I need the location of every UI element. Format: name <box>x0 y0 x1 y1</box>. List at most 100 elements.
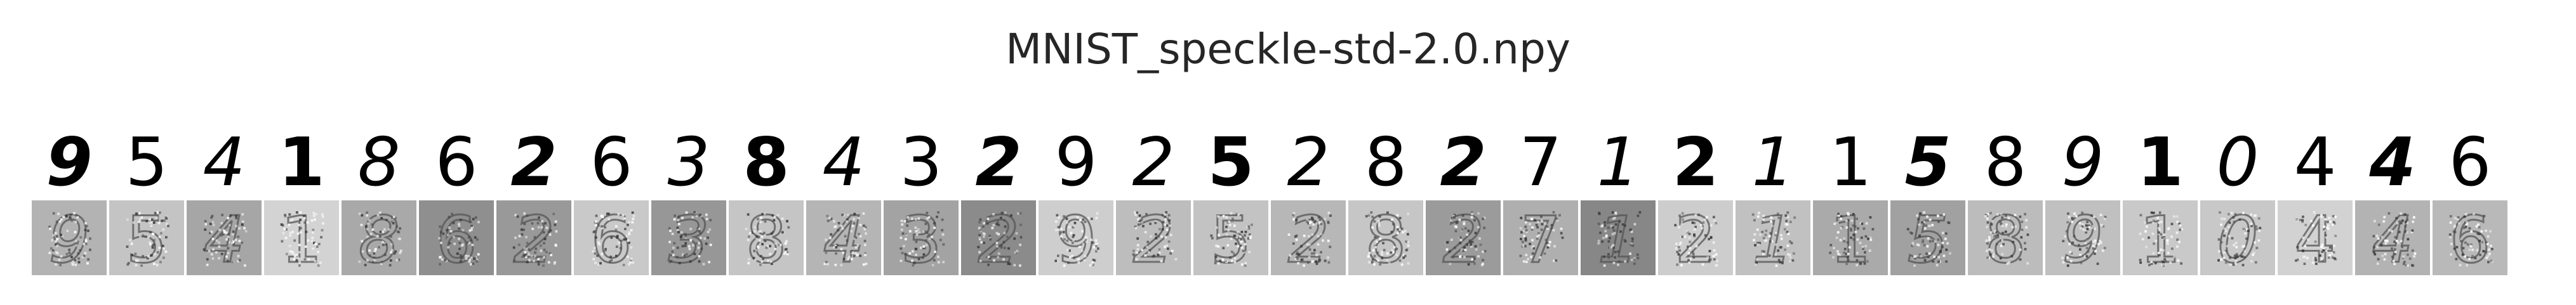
speckle-noise-dot <box>1602 255 1605 258</box>
speckle-noise-dot <box>298 264 301 267</box>
speckle-noise-dot <box>153 252 156 256</box>
speckle-noise-dot <box>1525 230 1529 233</box>
speckle-noise-dot <box>360 223 363 226</box>
speckle-noise-dot <box>69 216 72 219</box>
speckle-noise-dot <box>58 258 61 261</box>
speckle-noise-dot <box>851 251 854 254</box>
speckle-noise-dot <box>458 224 461 228</box>
speckle-noise-dot <box>992 224 995 226</box>
speckle-noise-dot <box>522 228 526 231</box>
speckle-noise-dot <box>1096 212 1099 215</box>
speckle-noise-dot <box>2220 241 2223 244</box>
speckle-noise-dot <box>142 234 145 237</box>
speckle-noise-dot <box>1079 245 1081 249</box>
speckle-noise-dot <box>1386 252 1389 255</box>
speckle-noise-dot <box>87 230 90 232</box>
speckle-noise-dot <box>677 223 681 226</box>
speckle-noise-dot <box>709 243 712 247</box>
speckle-noise-dot <box>1771 224 1774 228</box>
speckle-noise-dot <box>1926 215 1929 218</box>
speckle-noise-dot <box>2404 213 2407 216</box>
speckle-noise-dot <box>241 220 244 223</box>
speckle-noise-dot <box>1624 260 1626 263</box>
speckle-noise-dot <box>299 218 302 221</box>
speckle-noise-dot <box>2064 235 2067 238</box>
speckle-noise-dot <box>167 224 169 228</box>
clean-digit-glyph: 8 <box>1984 124 2026 198</box>
speckle-noise-dot <box>1540 219 1543 223</box>
speckle-noise-dot <box>1244 234 1246 237</box>
speckle-noise-dot <box>708 261 711 264</box>
speckle-noise-dot <box>1843 237 1846 240</box>
speckle-noise-dot <box>1608 237 1611 240</box>
speckle-noise-dot <box>2400 240 2403 243</box>
speckle-noise-dot <box>2412 220 2415 223</box>
speckle-noise-dot <box>518 235 521 238</box>
speckle-noise-dot <box>1483 226 1486 230</box>
speckle-noise-dot <box>995 223 999 226</box>
speckle-noise-dot <box>2250 223 2253 226</box>
speckle-noise-dot <box>2093 245 2096 249</box>
speckle-noise-dot <box>448 216 451 219</box>
speckle-noise-dot <box>2453 226 2456 228</box>
speckle-noise-dot <box>1833 223 1836 225</box>
speckle-noise-dot <box>1678 214 1681 217</box>
speckle-noise-dot <box>2383 258 2386 261</box>
speckle-noise-dot <box>927 233 930 236</box>
clean-sample-10: 8 <box>729 124 804 198</box>
speckle-noise-dot <box>2224 261 2227 264</box>
speckle-noise-dot <box>1678 226 1680 229</box>
speckle-noise-dot <box>1296 257 1299 260</box>
speckle-noise-dot <box>2071 217 2074 220</box>
speckle-noise-dot <box>2173 255 2176 258</box>
speckle-noise-dot <box>1313 221 1317 224</box>
speckle-noise-dot <box>2233 243 2236 247</box>
speckle-noise-dot <box>1311 217 1314 221</box>
speckle-noise-dot <box>72 263 74 266</box>
speckle-noise-dot <box>1529 242 1532 245</box>
speckle-noise-dot <box>1059 228 1063 230</box>
speckle-noise-dot <box>1382 242 1384 245</box>
speckle-noise-dot <box>1713 219 1716 222</box>
speckle-noise-dot <box>58 220 62 223</box>
speckle-noise-dot <box>859 254 862 257</box>
speckle-noise-dot <box>2073 235 2076 238</box>
speckle-noise-dot <box>1681 212 1684 215</box>
speckle-noise-dot <box>2084 242 2087 245</box>
speckle-noise-dot <box>1603 224 1607 227</box>
speckle-noise-dot <box>630 259 632 262</box>
speckle-noise-dot <box>238 227 241 230</box>
speckle-noise-dot <box>1787 232 1790 235</box>
speckle-noise-dot <box>465 254 468 257</box>
speckle-noise-dot <box>2314 257 2317 260</box>
speckle-noise-dot <box>2087 250 2090 253</box>
speckle-noise-dot <box>862 263 865 266</box>
speckle-noise-dot <box>673 218 676 221</box>
speckle-noise-dot <box>227 252 230 255</box>
speckle-noise-dot <box>1165 228 1169 231</box>
speckle-noise-dot <box>1841 226 1844 229</box>
speckle-noise-dot <box>1471 258 1474 261</box>
speckle-noise-dot <box>1240 230 1244 233</box>
speckle-noise-dot <box>1367 254 1370 257</box>
speckle-noise-dot <box>138 220 140 223</box>
speckle-noise-dot <box>771 231 774 233</box>
speckle-noise-dot <box>1136 211 1139 214</box>
speckle-noise-dot <box>2485 229 2488 232</box>
speckle-noise-dot <box>1613 216 1616 219</box>
speckle-noise-dot <box>2092 247 2095 250</box>
speckle-noise-dot <box>390 250 392 254</box>
speckle-noise-dot <box>688 247 691 250</box>
speckle-noise-dot <box>1217 215 1219 218</box>
speckle-noise-dot <box>833 245 836 249</box>
speckle-noise-dot <box>149 218 151 221</box>
speckle-noise-dot <box>863 228 866 231</box>
speckle-noise-dot <box>1989 212 1992 214</box>
speckle-noise-dot <box>631 221 634 224</box>
speckle-noise-dot <box>399 251 402 254</box>
speckle-noise-dot <box>1322 239 1324 242</box>
speckle-noise-dot <box>1219 259 1222 263</box>
speckle-noise-dot <box>1057 254 1059 257</box>
speckle-noise-dot <box>2019 248 2022 251</box>
speckle-noise-dot <box>1599 231 1602 235</box>
